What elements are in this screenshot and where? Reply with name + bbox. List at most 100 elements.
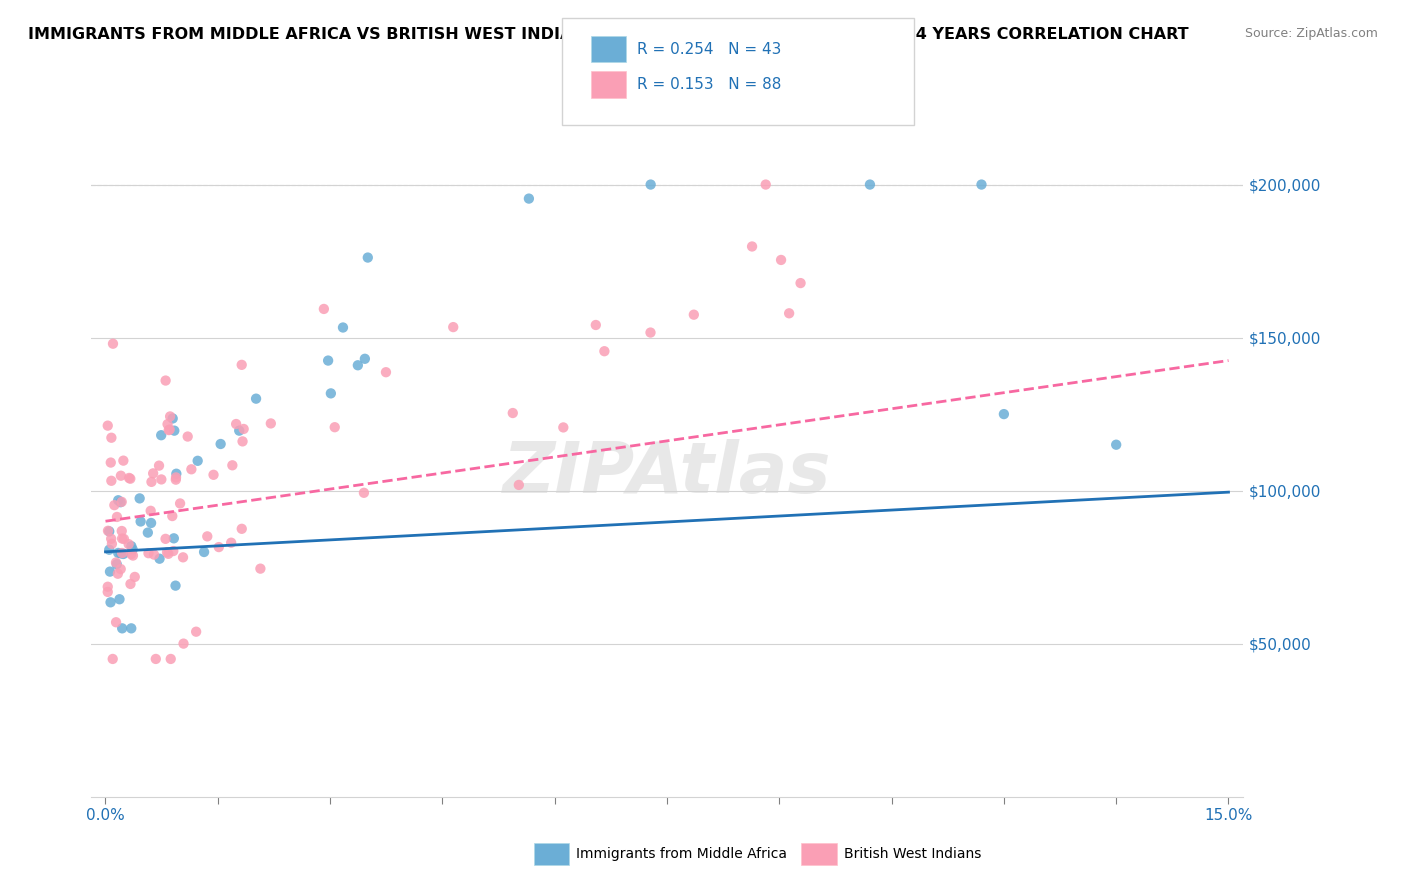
Point xyxy=(593,344,616,359)
Point xyxy=(100,431,122,445)
Point xyxy=(139,516,162,530)
Point xyxy=(148,551,170,566)
Text: R = 0.153   N = 88: R = 0.153 N = 88 xyxy=(637,78,782,92)
Point xyxy=(103,498,125,512)
Point xyxy=(354,351,377,366)
Point xyxy=(129,515,152,529)
Point xyxy=(118,537,141,551)
Point xyxy=(312,301,335,316)
Point xyxy=(111,495,134,509)
Point xyxy=(111,621,134,635)
Point xyxy=(169,496,191,510)
Point xyxy=(249,561,271,575)
Point xyxy=(208,540,231,554)
Point xyxy=(441,320,464,334)
Point xyxy=(770,252,793,267)
Point xyxy=(176,429,198,443)
Point xyxy=(136,525,159,540)
Point xyxy=(347,358,370,372)
Point xyxy=(375,365,398,379)
Point xyxy=(155,374,177,388)
Point xyxy=(165,579,187,593)
Point xyxy=(142,467,165,481)
Point xyxy=(232,422,254,436)
Point xyxy=(97,418,120,433)
Point xyxy=(209,437,232,451)
Point xyxy=(682,308,704,322)
Point xyxy=(157,423,180,437)
Point xyxy=(120,539,142,553)
Point xyxy=(502,406,524,420)
Point xyxy=(231,358,253,372)
Point xyxy=(105,558,128,572)
Point xyxy=(100,595,122,609)
Point xyxy=(187,454,209,468)
Text: IMMIGRANTS FROM MIDDLE AFRICA VS BRITISH WEST INDIAN HOUSEHOLDER INCOME AGES 25 : IMMIGRANTS FROM MIDDLE AFRICA VS BRITISH… xyxy=(28,27,1188,42)
Point xyxy=(98,524,121,539)
Point xyxy=(316,353,339,368)
Point xyxy=(778,306,800,320)
Point xyxy=(111,532,134,546)
Point xyxy=(120,472,142,486)
Point xyxy=(186,624,208,639)
Point xyxy=(128,491,150,506)
Point xyxy=(357,251,380,265)
Point xyxy=(640,326,662,340)
Point xyxy=(508,478,530,492)
Point xyxy=(231,522,253,536)
Point xyxy=(145,652,167,666)
Point xyxy=(97,580,120,594)
Point xyxy=(162,544,184,558)
Point xyxy=(121,542,143,557)
Point xyxy=(859,178,882,192)
Point xyxy=(150,428,173,442)
Point xyxy=(193,545,215,559)
Point xyxy=(124,40,146,54)
Point xyxy=(101,537,124,551)
Point xyxy=(143,548,166,562)
Point xyxy=(111,546,134,560)
Point xyxy=(155,532,177,546)
Point xyxy=(112,453,135,467)
Point xyxy=(120,547,142,561)
Point xyxy=(120,621,142,635)
Point xyxy=(105,556,128,570)
Point xyxy=(107,566,129,581)
Point xyxy=(232,434,254,449)
Point xyxy=(139,504,162,518)
Point xyxy=(100,532,122,546)
Point xyxy=(120,577,142,591)
Point xyxy=(221,458,243,473)
Point xyxy=(640,178,662,192)
Point xyxy=(110,468,132,483)
Point xyxy=(195,529,218,543)
Point xyxy=(148,458,170,473)
Point xyxy=(173,637,195,651)
Point xyxy=(141,475,163,489)
Point xyxy=(517,192,540,206)
Point xyxy=(112,532,135,546)
Point xyxy=(124,570,146,584)
Point xyxy=(159,652,181,666)
Point xyxy=(98,565,121,579)
Point xyxy=(157,547,180,561)
Point xyxy=(180,462,202,476)
Point xyxy=(105,615,128,630)
Point xyxy=(163,424,186,438)
Point xyxy=(202,467,225,482)
Point xyxy=(172,550,194,565)
Point xyxy=(319,386,342,401)
Point xyxy=(585,318,607,332)
Point xyxy=(110,546,132,560)
Point xyxy=(107,546,129,560)
Point xyxy=(150,472,173,486)
Point xyxy=(993,407,1015,421)
Text: R = 0.254   N = 43: R = 0.254 N = 43 xyxy=(637,42,782,56)
Point xyxy=(98,542,121,557)
Text: Immigrants from Middle Africa: Immigrants from Middle Africa xyxy=(576,847,787,861)
Point xyxy=(353,485,375,500)
Point xyxy=(156,545,179,559)
Point xyxy=(162,411,184,425)
Point xyxy=(110,562,132,576)
Point xyxy=(1105,438,1128,452)
